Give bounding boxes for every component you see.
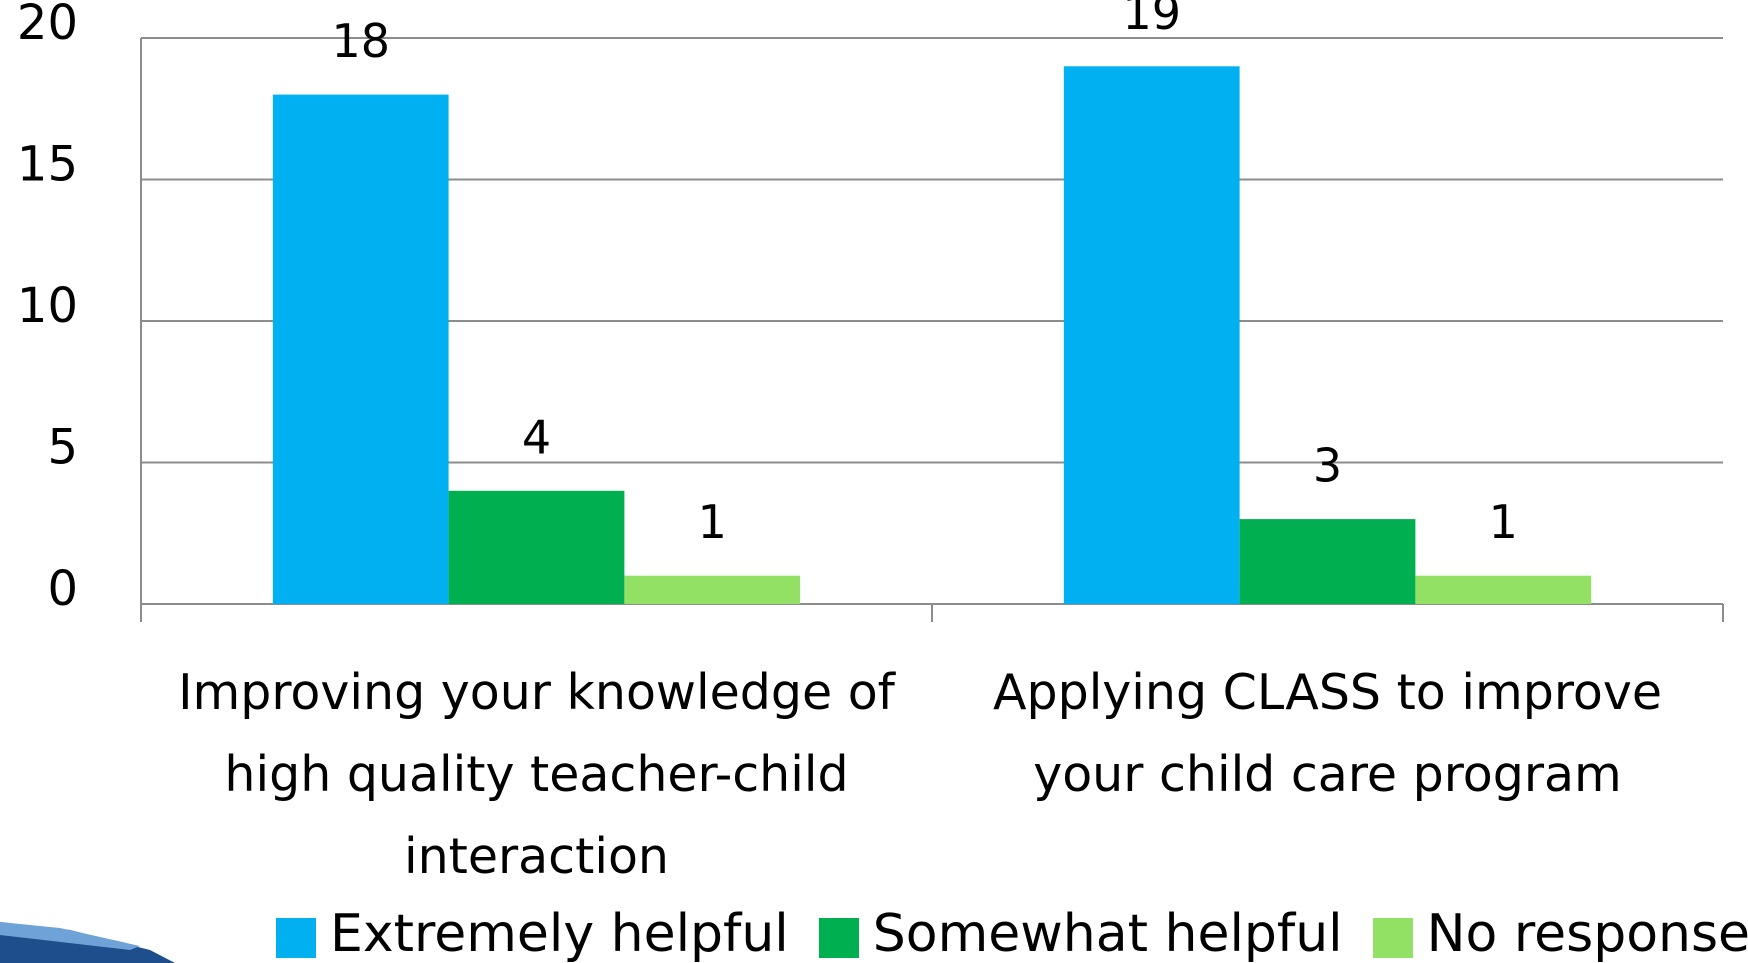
y-tick-label: 15: [17, 137, 78, 193]
legend-swatch: [276, 918, 316, 958]
bar: [1415, 575, 1592, 604]
bar: [1063, 66, 1240, 605]
bar: [624, 575, 801, 604]
x-tick-label: Improving your knowledge of high quality…: [178, 664, 895, 885]
bar: [1239, 519, 1416, 604]
legend: Extremely helpful Somewhat helpful No resp…: [276, 904, 1748, 963]
legend-swatch: [1372, 918, 1413, 958]
legend-item: Somewhat helpful: [818, 904, 1343, 963]
legend-label: No response: [1426, 904, 1748, 963]
bar: [448, 490, 625, 604]
y-tick-label: 20: [17, 0, 78, 51]
legend-label: Extremely helpful: [330, 904, 789, 963]
data-label: 4: [522, 410, 551, 464]
legend-item: No response: [1372, 904, 1748, 963]
y-tick-label: 0: [47, 561, 78, 617]
legend-label: Somewhat helpful: [872, 904, 1343, 963]
legend-swatch: [818, 918, 859, 958]
decoration-highlight: [0, 922, 140, 950]
y-tick-label: 5: [47, 420, 78, 476]
data-label: 19: [1122, 0, 1181, 40]
data-label: 1: [698, 495, 727, 549]
y-tick-label: 10: [17, 278, 78, 334]
data-label: 18: [331, 14, 390, 68]
legend-item: Extremely helpful: [276, 904, 789, 963]
data-label: 3: [1313, 439, 1342, 493]
x-tick-label: Applying CLASS to improve your child car…: [992, 664, 1663, 803]
data-label: 1: [1489, 495, 1518, 549]
bar: [272, 94, 449, 604]
